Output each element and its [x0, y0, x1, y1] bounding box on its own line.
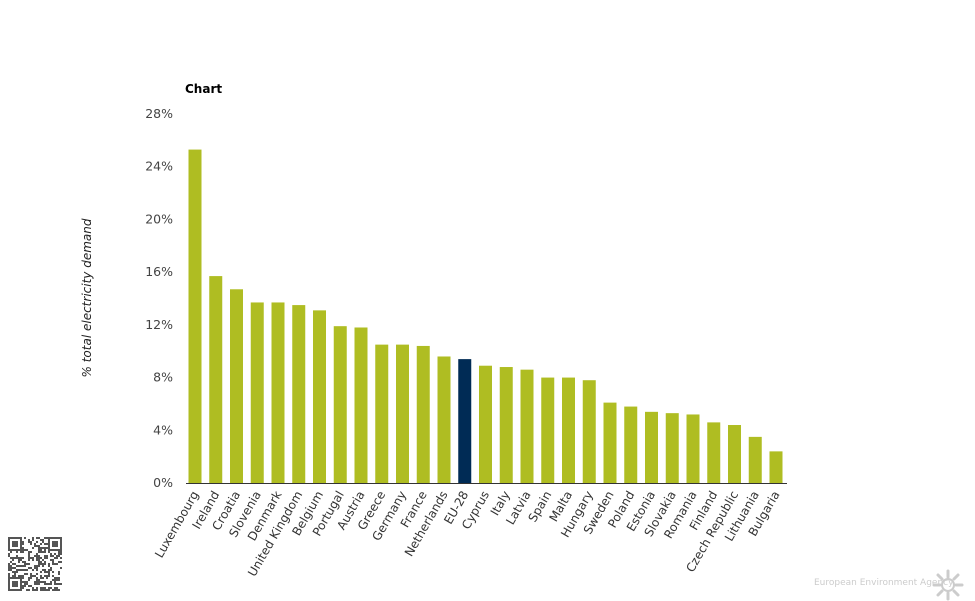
- qr-code: [8, 537, 62, 591]
- bar-france: [416, 345, 430, 483]
- chart-title: Chart: [185, 82, 222, 96]
- bar-croatia: [230, 289, 243, 483]
- bar-estonia: [645, 411, 658, 483]
- bar-united-kingdom: [292, 305, 306, 483]
- eea-logo-icon: [932, 569, 964, 601]
- qr-pattern: [8, 537, 62, 591]
- bar-netherlands: [437, 356, 451, 483]
- bar-finland: [707, 422, 721, 483]
- bar-eu-28: [458, 359, 472, 483]
- bar-malta: [562, 377, 575, 483]
- bar-cyprus: [479, 365, 492, 483]
- bar-denmark: [271, 302, 285, 483]
- y-tick-label: 8%: [153, 370, 173, 385]
- bar-spain: [541, 377, 555, 483]
- y-tick-label: 28%: [145, 106, 173, 121]
- bar-austria: [354, 327, 368, 483]
- bar-hungary: [582, 380, 596, 483]
- bar-luxembourg: [188, 149, 202, 483]
- bar-belgium: [313, 310, 326, 483]
- bar-lithuania: [748, 436, 762, 483]
- y-tick-label: 24%: [145, 159, 173, 174]
- bar-sweden: [603, 402, 617, 483]
- bar-czech-republic: [728, 425, 741, 483]
- y-tick-label: 0%: [153, 475, 173, 490]
- bar-portugal: [333, 326, 347, 483]
- y-tick-label: 20%: [145, 211, 173, 226]
- y-tick-label: 12%: [145, 317, 173, 332]
- bar-latvia: [520, 369, 534, 483]
- bar-slovakia: [665, 413, 679, 483]
- bar-slovenia: [250, 302, 264, 483]
- bar-bulgaria: [769, 451, 783, 483]
- y-tick-label: 16%: [145, 264, 173, 279]
- eea-footer-text: European Environment Agency: [814, 578, 954, 588]
- y-tick-label: 4%: [153, 422, 173, 437]
- bar-germany: [396, 344, 409, 483]
- bar-ireland: [209, 276, 223, 483]
- bar-greece: [375, 344, 389, 483]
- bar-poland: [624, 406, 638, 483]
- bar-italy: [499, 367, 513, 483]
- y-axis-label: % total electricity demand: [80, 218, 94, 377]
- bar-romania: [686, 414, 700, 483]
